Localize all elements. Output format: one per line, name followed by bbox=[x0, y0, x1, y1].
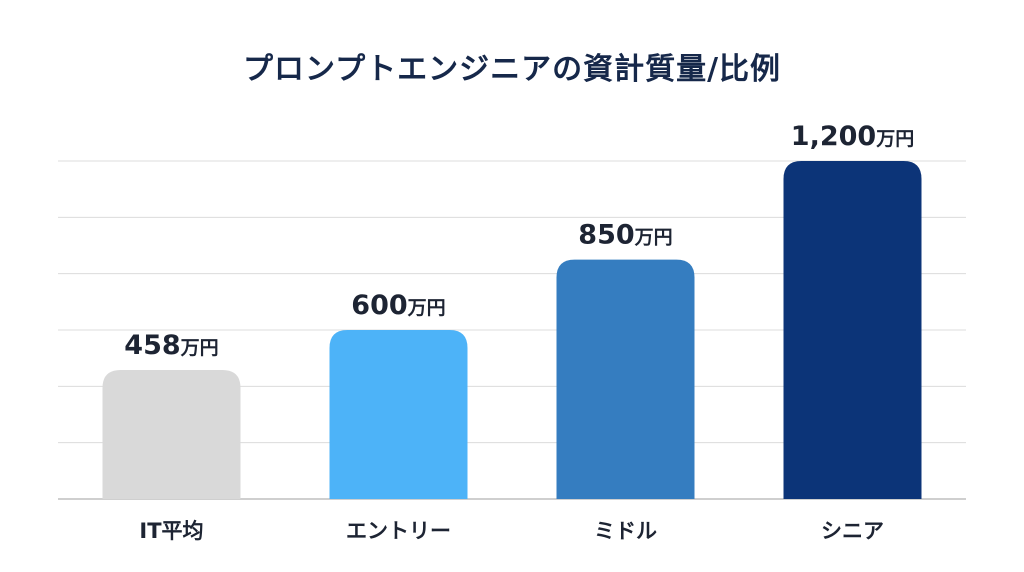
category-label-1: IT平均 bbox=[139, 519, 203, 543]
value-label-3: 850万円 bbox=[578, 220, 672, 251]
value-number: 850 bbox=[578, 220, 634, 251]
category-label-4: シニア bbox=[821, 519, 884, 543]
bar-4 bbox=[783, 161, 922, 499]
bar-2 bbox=[329, 330, 468, 499]
chart-title: プロンプトエンジニアの資計質量/比例 bbox=[242, 52, 782, 87]
value-label-1: 458万円 bbox=[124, 330, 218, 361]
value-number: 458 bbox=[124, 330, 180, 361]
bar-1 bbox=[102, 369, 241, 499]
bar-3 bbox=[556, 259, 695, 499]
value-unit: 万円 bbox=[875, 128, 914, 150]
value-number: 1,200 bbox=[791, 121, 876, 152]
value-label-2: 600万円 bbox=[351, 290, 445, 321]
value-unit: 万円 bbox=[180, 337, 219, 359]
category-label-2: エントリー bbox=[346, 519, 451, 543]
bars bbox=[102, 161, 922, 499]
value-label-4: 1,200万円 bbox=[791, 121, 914, 152]
value-unit: 万円 bbox=[407, 297, 446, 319]
category-labels: IT平均 エントリー ミドル シニア bbox=[139, 519, 884, 543]
category-label-3: ミドル bbox=[594, 519, 657, 543]
value-unit: 万円 bbox=[634, 227, 673, 249]
value-number: 600 bbox=[351, 290, 407, 321]
